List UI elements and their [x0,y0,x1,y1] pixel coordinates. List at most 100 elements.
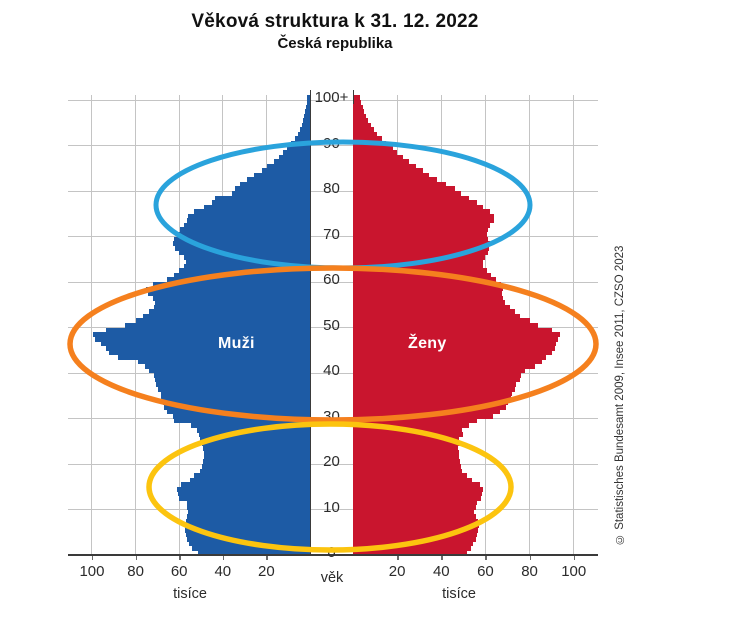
male-bar [194,473,310,479]
male-bar [186,504,310,510]
male-bar [177,486,310,492]
female-zero-tick [352,90,354,104]
male-bar [167,409,310,415]
x-axis-tick [441,556,443,560]
female-bar [353,395,511,401]
male-bar [211,200,310,206]
female-bar [353,518,478,524]
female-bar [353,200,477,206]
male-bar [172,241,310,246]
female-bar [353,450,459,456]
male-bar [301,122,310,128]
male-bar [187,509,310,515]
male-bar [146,286,310,292]
female-bar [353,254,486,260]
female-bar [353,404,507,410]
male-bar [189,541,310,547]
female-bar [353,468,463,474]
male-bar [154,304,310,310]
x-axis-line [68,554,598,556]
male-bar [177,231,310,237]
male-bar [303,118,310,124]
female-bar [353,441,461,447]
male-bar [153,295,310,301]
male-bar [143,313,310,319]
female-bar [353,213,495,219]
female-bar [353,377,520,383]
female-bar [353,368,526,374]
female-bar [353,136,382,142]
male-bar [179,495,310,501]
male-bar [204,204,310,210]
male-bar [202,441,310,447]
female-bar [353,504,476,510]
female-bar [353,231,487,237]
male-bar [204,450,310,456]
male-bar [153,282,310,287]
female-bar [353,550,467,556]
female-bar [353,436,459,442]
female-bar [353,118,369,124]
x-axis-tick [529,556,532,560]
x-tick-label: 60 [170,563,188,580]
female-bar [353,104,363,110]
male-bar [183,263,310,269]
female-bar [353,245,489,251]
female-bar [353,541,474,547]
x-tick-label: 20 [258,563,275,580]
female-bar [353,154,403,160]
female-bar [353,122,372,128]
female-bar [353,241,490,246]
male-series-label: Muži [218,335,255,352]
female-bar [353,282,501,287]
age-tick-label: 20 [323,453,340,470]
female-bar [353,109,365,115]
female-bar [353,514,476,519]
male-bar [135,318,310,324]
female-bar [353,204,484,210]
female-bar [353,272,491,278]
male-bar [173,272,310,278]
male-bar [180,227,310,233]
female-bar [353,477,473,483]
female-bar [353,113,367,119]
x-tick-label: 40 [214,563,232,580]
female-bar [353,309,516,315]
age-tick-label: 70 [323,225,340,243]
female-bar [353,209,490,215]
male-bar [185,518,310,524]
age-tick-label: 60 [323,271,340,288]
male-bar [148,309,310,315]
male-bar [192,545,310,551]
page-title: Věková struktura k 31. 12. 2022 [191,11,479,32]
female-bar [353,527,478,533]
male-bar [294,136,310,142]
male-bar [202,464,310,469]
female-bar [353,445,458,451]
male-bar [93,332,310,337]
female-bar [353,373,521,378]
male-bar [184,523,310,529]
male-bar [215,195,310,201]
female-bar [353,181,446,187]
male-bar [279,154,310,160]
female-bar [353,382,517,388]
male-bar [234,186,310,192]
female-bar [353,473,467,479]
male-bar [199,468,310,474]
thousands-gridline [91,95,93,555]
male-bar [287,145,310,151]
x-axis-tick [222,556,225,560]
male-bar [179,268,310,274]
age-tick-label: 80 [323,180,340,197]
male-bar [185,259,310,265]
x-tick-label: 40 [432,563,450,580]
female-bar [353,250,488,256]
female-bar [353,168,423,174]
male-bar [298,131,310,137]
male-bar [191,423,310,428]
age-tick-label: 40 [323,362,340,379]
age-tick-label: 100+ [314,89,349,106]
male-bar [183,254,310,260]
male-bar [254,172,310,178]
